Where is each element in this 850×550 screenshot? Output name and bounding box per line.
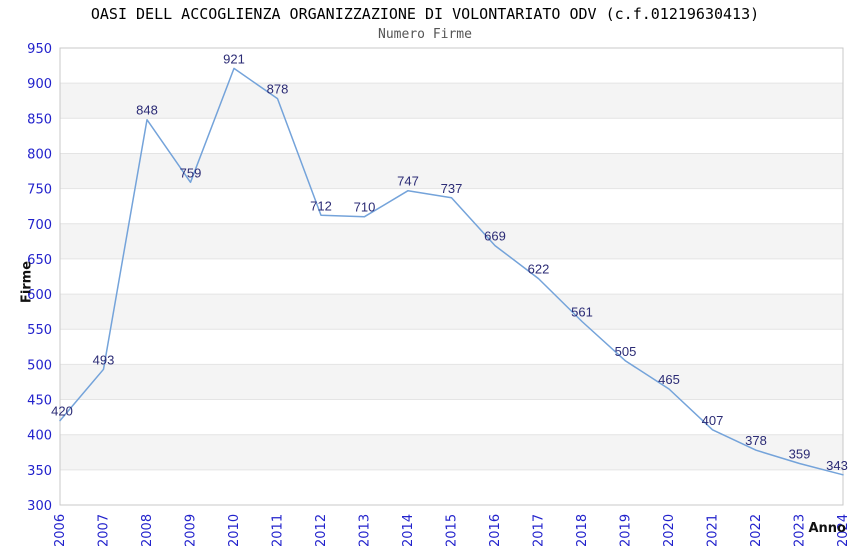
data-point-label: 420 [51,404,73,419]
y-tick-label: 800 [27,147,52,162]
plot-band [60,364,843,400]
data-point-label: 561 [571,304,593,319]
y-tick-label: 900 [27,77,52,92]
x-tick-label: 2012 [314,514,329,547]
x-tick-label: 2007 [97,514,112,547]
data-point-label: 622 [528,262,550,277]
x-tick-label: 2013 [358,514,373,547]
y-tick-label: 550 [27,323,52,338]
y-tick-label: 400 [27,429,52,444]
chart-title: OASI DELL ACCOGLIENZA ORGANIZZAZIONE DI … [90,5,760,23]
x-tick-label: 2017 [532,514,547,547]
x-tick-label: 2021 [706,514,721,547]
data-point-label: 407 [702,413,724,428]
y-tick-label: 300 [27,499,52,514]
x-tick-label: 2020 [662,514,677,547]
data-point-label: 359 [789,447,811,462]
y-tick-label: 650 [27,253,52,268]
y-tick-label: 850 [27,112,52,127]
x-tick-label: 2015 [445,514,460,547]
data-point-label: 505 [615,344,637,359]
x-tick-label: 2014 [401,514,416,547]
data-point-label: 669 [484,229,506,244]
y-axis-title: Firme [19,260,35,304]
y-tick-label: 600 [27,288,52,303]
x-tick-label: 2009 [184,514,199,547]
data-point-label: 848 [136,103,158,118]
data-point-label: 465 [658,372,680,387]
data-point-label: 759 [180,165,202,180]
x-tick-label: 2018 [575,514,590,547]
data-point-label: 878 [267,82,289,97]
chart-subtitle: Numero Firme [378,27,472,42]
y-tick-label: 350 [27,464,52,479]
plot-band [60,83,843,119]
plot-band [60,223,843,259]
data-point-label: 378 [745,433,767,448]
plot-band [60,294,843,330]
y-tick-label: 450 [27,394,52,409]
data-point-label: 737 [441,181,463,196]
plot-border [59,47,844,506]
x-tick-label: 2022 [749,514,764,547]
data-point-label: 343 [826,458,848,473]
plot-band [60,434,843,470]
y-tick-label: 500 [27,358,52,373]
data-point-label: 921 [223,51,245,66]
y-tick-label: 750 [27,183,52,198]
data-line [59,67,844,476]
x-tick-label: 2023 [793,514,808,547]
x-tick-label: 2008 [140,514,155,547]
x-tick-label: 2019 [619,514,634,547]
data-point-label: 712 [310,198,332,213]
x-axis-title: Anno [808,521,846,536]
x-tick-label: 2011 [271,514,286,547]
data-point-label: 710 [354,200,376,215]
data-point-label: 493 [93,352,115,367]
x-tick-label: 2016 [488,514,503,547]
y-tick-label: 950 [27,42,52,57]
data-point-label: 747 [397,174,419,189]
y-tick-label: 700 [27,218,52,233]
x-tick-label: 2006 [53,514,68,547]
x-tick-label: 2024 [836,514,850,547]
x-tick-label: 2010 [227,514,242,547]
